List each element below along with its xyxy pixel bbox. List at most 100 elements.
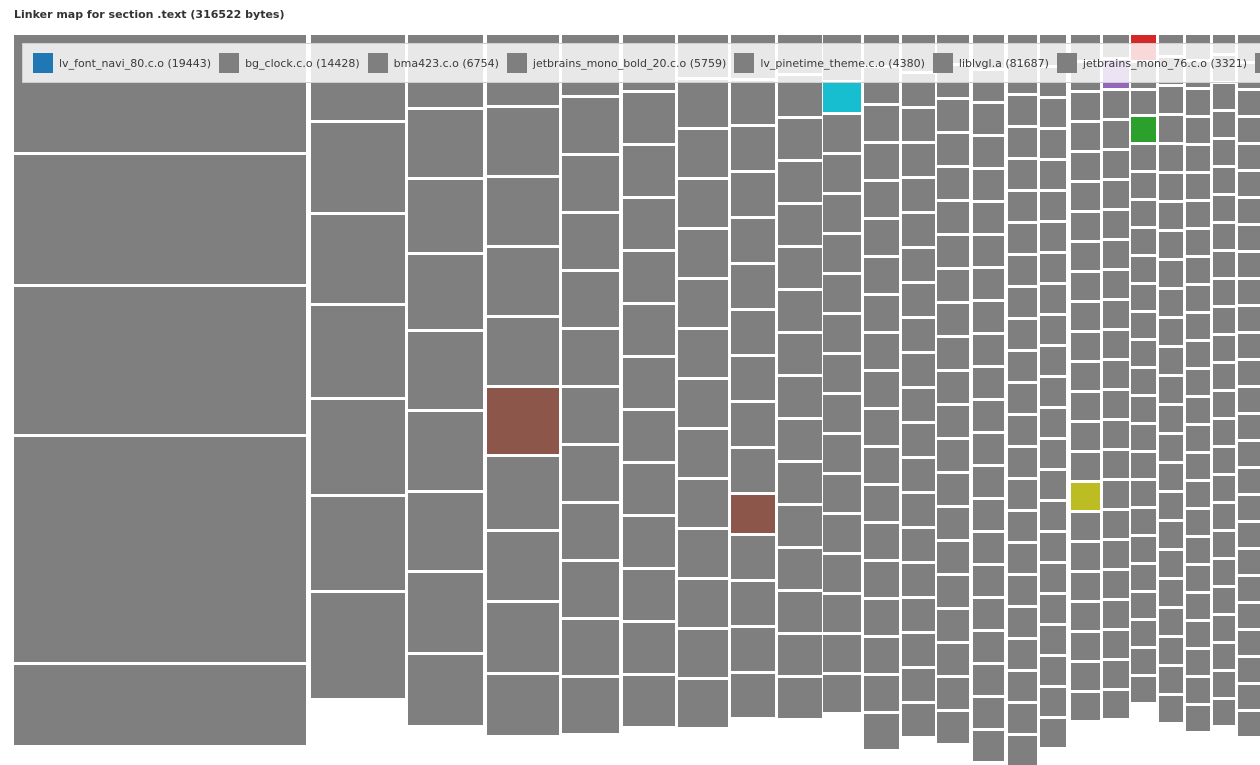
treemap-cell <box>731 449 775 492</box>
treemap-cell <box>973 467 1004 497</box>
treemap-cell <box>902 634 935 666</box>
treemap-cell <box>1238 172 1260 196</box>
treemap-cell <box>678 380 728 427</box>
treemap-cell <box>562 678 619 733</box>
treemap-cell <box>778 463 822 503</box>
treemap-cell <box>1238 226 1260 250</box>
treemap-cell <box>731 403 775 446</box>
treemap-cell <box>1213 196 1235 221</box>
legend-label: liblvgl.a (81687) <box>958 56 1049 70</box>
treemap-cell <box>1131 509 1156 534</box>
treemap-cell <box>1131 145 1156 170</box>
treemap-cell <box>902 214 935 246</box>
legend-item: liblvgl.a (81687) <box>932 53 1049 73</box>
treemap-cell <box>487 178 559 245</box>
treemap-cell <box>1159 116 1183 142</box>
treemap-cell <box>1008 608 1037 637</box>
treemap-cell <box>1186 286 1210 311</box>
treemap-cell <box>864 638 899 673</box>
treemap-cell <box>1213 168 1235 193</box>
treemap-cell <box>1186 426 1210 451</box>
treemap-cell <box>1186 314 1210 339</box>
treemap-cell <box>1131 565 1156 590</box>
legend-label: jetbrains_mono_76.c.o (3321) <box>1082 56 1248 70</box>
treemap-cell <box>623 464 675 514</box>
treemap-cell <box>1186 398 1210 423</box>
treemap-cell <box>937 134 969 165</box>
legend-swatch-icon <box>219 53 240 73</box>
treemap-cell <box>973 665 1004 695</box>
treemap-cell <box>1159 493 1183 519</box>
treemap-cell <box>1040 471 1066 499</box>
treemap-cell <box>973 368 1004 398</box>
treemap-cell <box>1131 425 1156 450</box>
treemap-cell <box>1238 199 1260 223</box>
treemap-cell <box>408 412 483 490</box>
treemap-cell <box>1040 99 1066 127</box>
treemap-cell <box>14 287 306 434</box>
treemap-cell <box>1103 631 1129 658</box>
treemap-cell <box>1238 415 1260 439</box>
treemap-cell <box>408 110 483 177</box>
treemap-cell <box>1103 211 1129 238</box>
treemap-cell <box>902 494 935 526</box>
treemap-cell <box>678 480 728 527</box>
treemap-cell <box>864 600 899 635</box>
treemap-cell <box>864 334 899 369</box>
treemap-cell <box>823 315 861 352</box>
treemap-cell <box>1131 341 1156 366</box>
treemap-cell <box>973 236 1004 266</box>
treemap-cell <box>937 644 969 675</box>
treemap-cell <box>1071 483 1100 510</box>
treemap-cell <box>1238 307 1260 331</box>
treemap-cell <box>1186 538 1210 563</box>
treemap-cell <box>1071 213 1100 240</box>
legend-swatch-icon <box>1056 53 1077 73</box>
treemap-cell <box>1213 224 1235 249</box>
treemap-cell <box>864 410 899 445</box>
treemap-cell <box>823 355 861 392</box>
treemap-cell <box>1213 700 1235 725</box>
treemap-cell <box>1103 601 1129 628</box>
treemap-cell <box>1103 571 1129 598</box>
treemap-cell <box>1071 393 1100 420</box>
treemap-cell <box>1008 416 1037 445</box>
treemap-cell <box>1103 361 1129 388</box>
treemap-cell <box>1238 604 1260 628</box>
treemap-cell <box>562 446 619 501</box>
treemap-cell <box>1213 476 1235 501</box>
treemap-cell <box>1131 229 1156 254</box>
treemap-cell <box>973 632 1004 662</box>
treemap-cell <box>823 83 861 112</box>
treemap-cell <box>1008 576 1037 605</box>
treemap-cell <box>1103 271 1129 298</box>
treemap-cell <box>1008 288 1037 317</box>
treemap-cell <box>1040 409 1066 437</box>
treemap-cell <box>1159 290 1183 316</box>
treemap-cell <box>1186 622 1210 647</box>
treemap-cell <box>1040 223 1066 251</box>
treemap-cell <box>487 318 559 385</box>
treemap-cell <box>937 236 969 267</box>
treemap-cell <box>902 109 935 141</box>
treemap-cell <box>778 248 822 288</box>
treemap-cell <box>1159 609 1183 635</box>
treemap-cell <box>623 676 675 726</box>
treemap-cell <box>1103 301 1129 328</box>
treemap-cell <box>1186 566 1210 591</box>
treemap-cell <box>1008 128 1037 157</box>
treemap-cell <box>778 420 822 460</box>
treemap-cell <box>1213 448 1235 473</box>
legend-label: bg_clock.c.o (14428) <box>245 56 360 70</box>
treemap-cell <box>1008 448 1037 477</box>
treemap-cell <box>1103 541 1129 568</box>
treemap-cell <box>311 215 405 303</box>
treemap-cell <box>902 284 935 316</box>
treemap-cell <box>562 388 619 443</box>
treemap-cell <box>562 214 619 269</box>
treemap-cell <box>1131 649 1156 674</box>
treemap-cell <box>1186 230 1210 255</box>
treemap-cell <box>1238 118 1260 142</box>
treemap-cell <box>1186 594 1210 619</box>
treemap-cell <box>1186 678 1210 703</box>
